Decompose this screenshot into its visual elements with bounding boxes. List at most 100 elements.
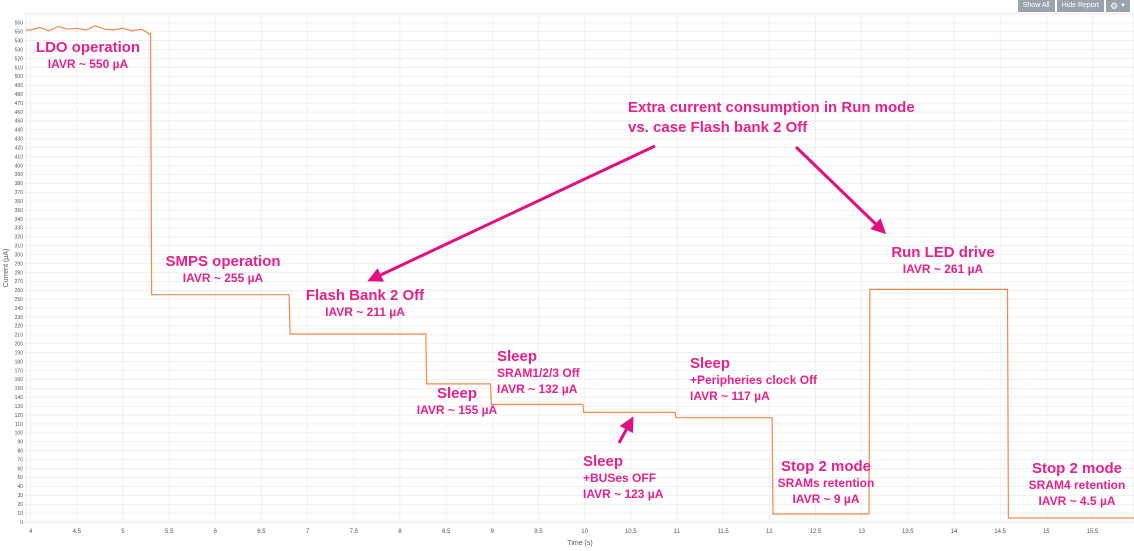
y-tick-label: 130 [15,404,24,410]
y-tick-label: 40 [17,484,23,490]
show-all-button[interactable]: Show All [1017,0,1055,12]
annotation-subtitle: SRAMs retention [778,476,875,490]
annotation-value: IAVR ~ 255 µA [183,271,264,285]
annotation-extra: Extra current consumption in Run mode vs.… [628,99,915,136]
settings-button[interactable]: ⚙ ▼ [1105,0,1130,12]
hide-report-button[interactable]: Hide Report [1056,0,1104,12]
x-tick-label: 7.5 [350,529,359,535]
x-tick-label: 14.5 [994,529,1006,535]
y-tick-label: 80 [17,449,23,455]
y-tick-label: 210 [15,333,24,339]
annotation-title: Sleep [497,348,537,365]
x-tick-label: 4 [29,529,33,535]
y-tick-label: 420 [15,145,24,151]
annotation-title: Stop 2 mode [1032,460,1122,477]
annotation-value: IAVR ~ 9 µA [792,492,859,506]
arrow-to-buses-step [617,416,634,444]
annotation-subtitle: +BUSes OFF [583,471,656,485]
current-trace-line [26,24,1134,519]
x-tick-label: 9 [491,529,495,535]
y-tick-label: 20 [17,502,23,508]
x-tick-label: 11.5 [717,529,729,535]
y-tick-label: 400 [15,163,24,169]
x-tick-label: 15 [1043,529,1050,535]
y-tick-label: 300 [15,252,24,258]
arrow-to-run-led [794,145,887,235]
x-tick-label: 11 [674,529,681,535]
annotation-subtitle: SRAM4 retention [1029,478,1126,492]
y-tick-label: 250 [15,297,24,303]
x-tick-label: 5 [121,529,125,535]
annotation-value: IAVR ~ 211 µA [325,305,405,319]
x-tick-label: 13 [858,529,865,535]
y-tick-label: 380 [15,181,24,187]
y-tick-label: 220 [15,324,24,330]
y-tick-label: 70 [17,457,23,463]
y-tick-label: 30 [17,493,23,499]
y-tick-label: 140 [15,395,24,401]
x-tick-label: 8 [398,529,402,535]
y-tick-label: 10 [17,511,23,517]
y-tick-label: 470 [15,101,24,107]
x-tick-label: 10.5 [625,529,637,535]
y-tick-label: 200 [15,342,24,348]
y-tick-label: 350 [15,208,24,214]
x-tick-label: 7 [306,529,310,535]
y-tick-label: 440 [15,128,24,134]
annotation-title: Sleep [690,355,730,372]
y-tick-label: 90 [17,440,23,446]
y-tick-label: 0 [20,520,23,526]
y-tick-label: 110 [15,422,23,428]
x-tick-label: 4.5 [73,529,82,535]
annotation-title: Flash Bank 2 Off [306,287,425,304]
x-axis-label: Time (s) [567,540,592,547]
x-tick-label: 12.5 [810,529,822,535]
y-tick-label: 460 [15,110,24,116]
y-tick-label: 450 [15,119,24,125]
x-tick-label: 14 [951,529,958,535]
y-tick-label: 160 [15,377,24,383]
chart-toolbar: Show All Hide Report ⚙ ▼ [1017,0,1130,12]
x-tick-label: 6 [214,529,218,535]
x-tick-label: 13.5 [902,529,914,535]
annotation-buses: Sleep+BUSes OFF IAVR ~ 123 µA [583,453,664,501]
y-tick-label: 490 [15,83,24,89]
y-tick-label: 480 [15,92,24,98]
y-tick-label: 120 [15,413,24,419]
annotation-title: Stop 2 mode [781,458,871,475]
y-tick-label: 340 [15,217,24,223]
y-tick-label: 100 [15,431,24,437]
annotation-value: IAVR ~ 155 µA [417,403,498,417]
y-tick-label: 290 [15,261,24,267]
annotation-value: IAVR ~ 261 µA [903,262,984,276]
y-tick-label: 410 [15,154,24,160]
annotation-value: IAVR ~ 123 µA [583,487,664,501]
y-tick-label: 560 [15,21,24,27]
y-tick-label: 190 [15,350,24,356]
annotation-title: Run LED drive [891,244,994,261]
x-tick-label: 5.5 [165,529,174,535]
annotation-value: IAVR ~ 550 µA [48,57,129,71]
x-tick-label: 6.5 [257,529,266,535]
y-tick-label: 170 [15,368,24,374]
y-tick-label: 180 [15,359,24,365]
y-tick-label: 370 [15,190,24,196]
y-tick-label: 520 [15,56,24,62]
chart-grid [25,13,1134,523]
arrow-layer [367,144,887,444]
y-axis-label: Current (µA) [3,249,10,288]
y-tick-label: 500 [15,74,24,80]
annotation-value: IAVR ~ 4.5 µA [1038,494,1115,508]
y-tick-label: 430 [15,137,24,143]
y-tick-label: 390 [15,172,24,178]
annotation-title: LDO operation [36,39,140,56]
x-tick-label: 12 [766,529,773,535]
y-tick-label: 150 [15,386,24,392]
annotation-title: SMPS operation [165,253,280,270]
